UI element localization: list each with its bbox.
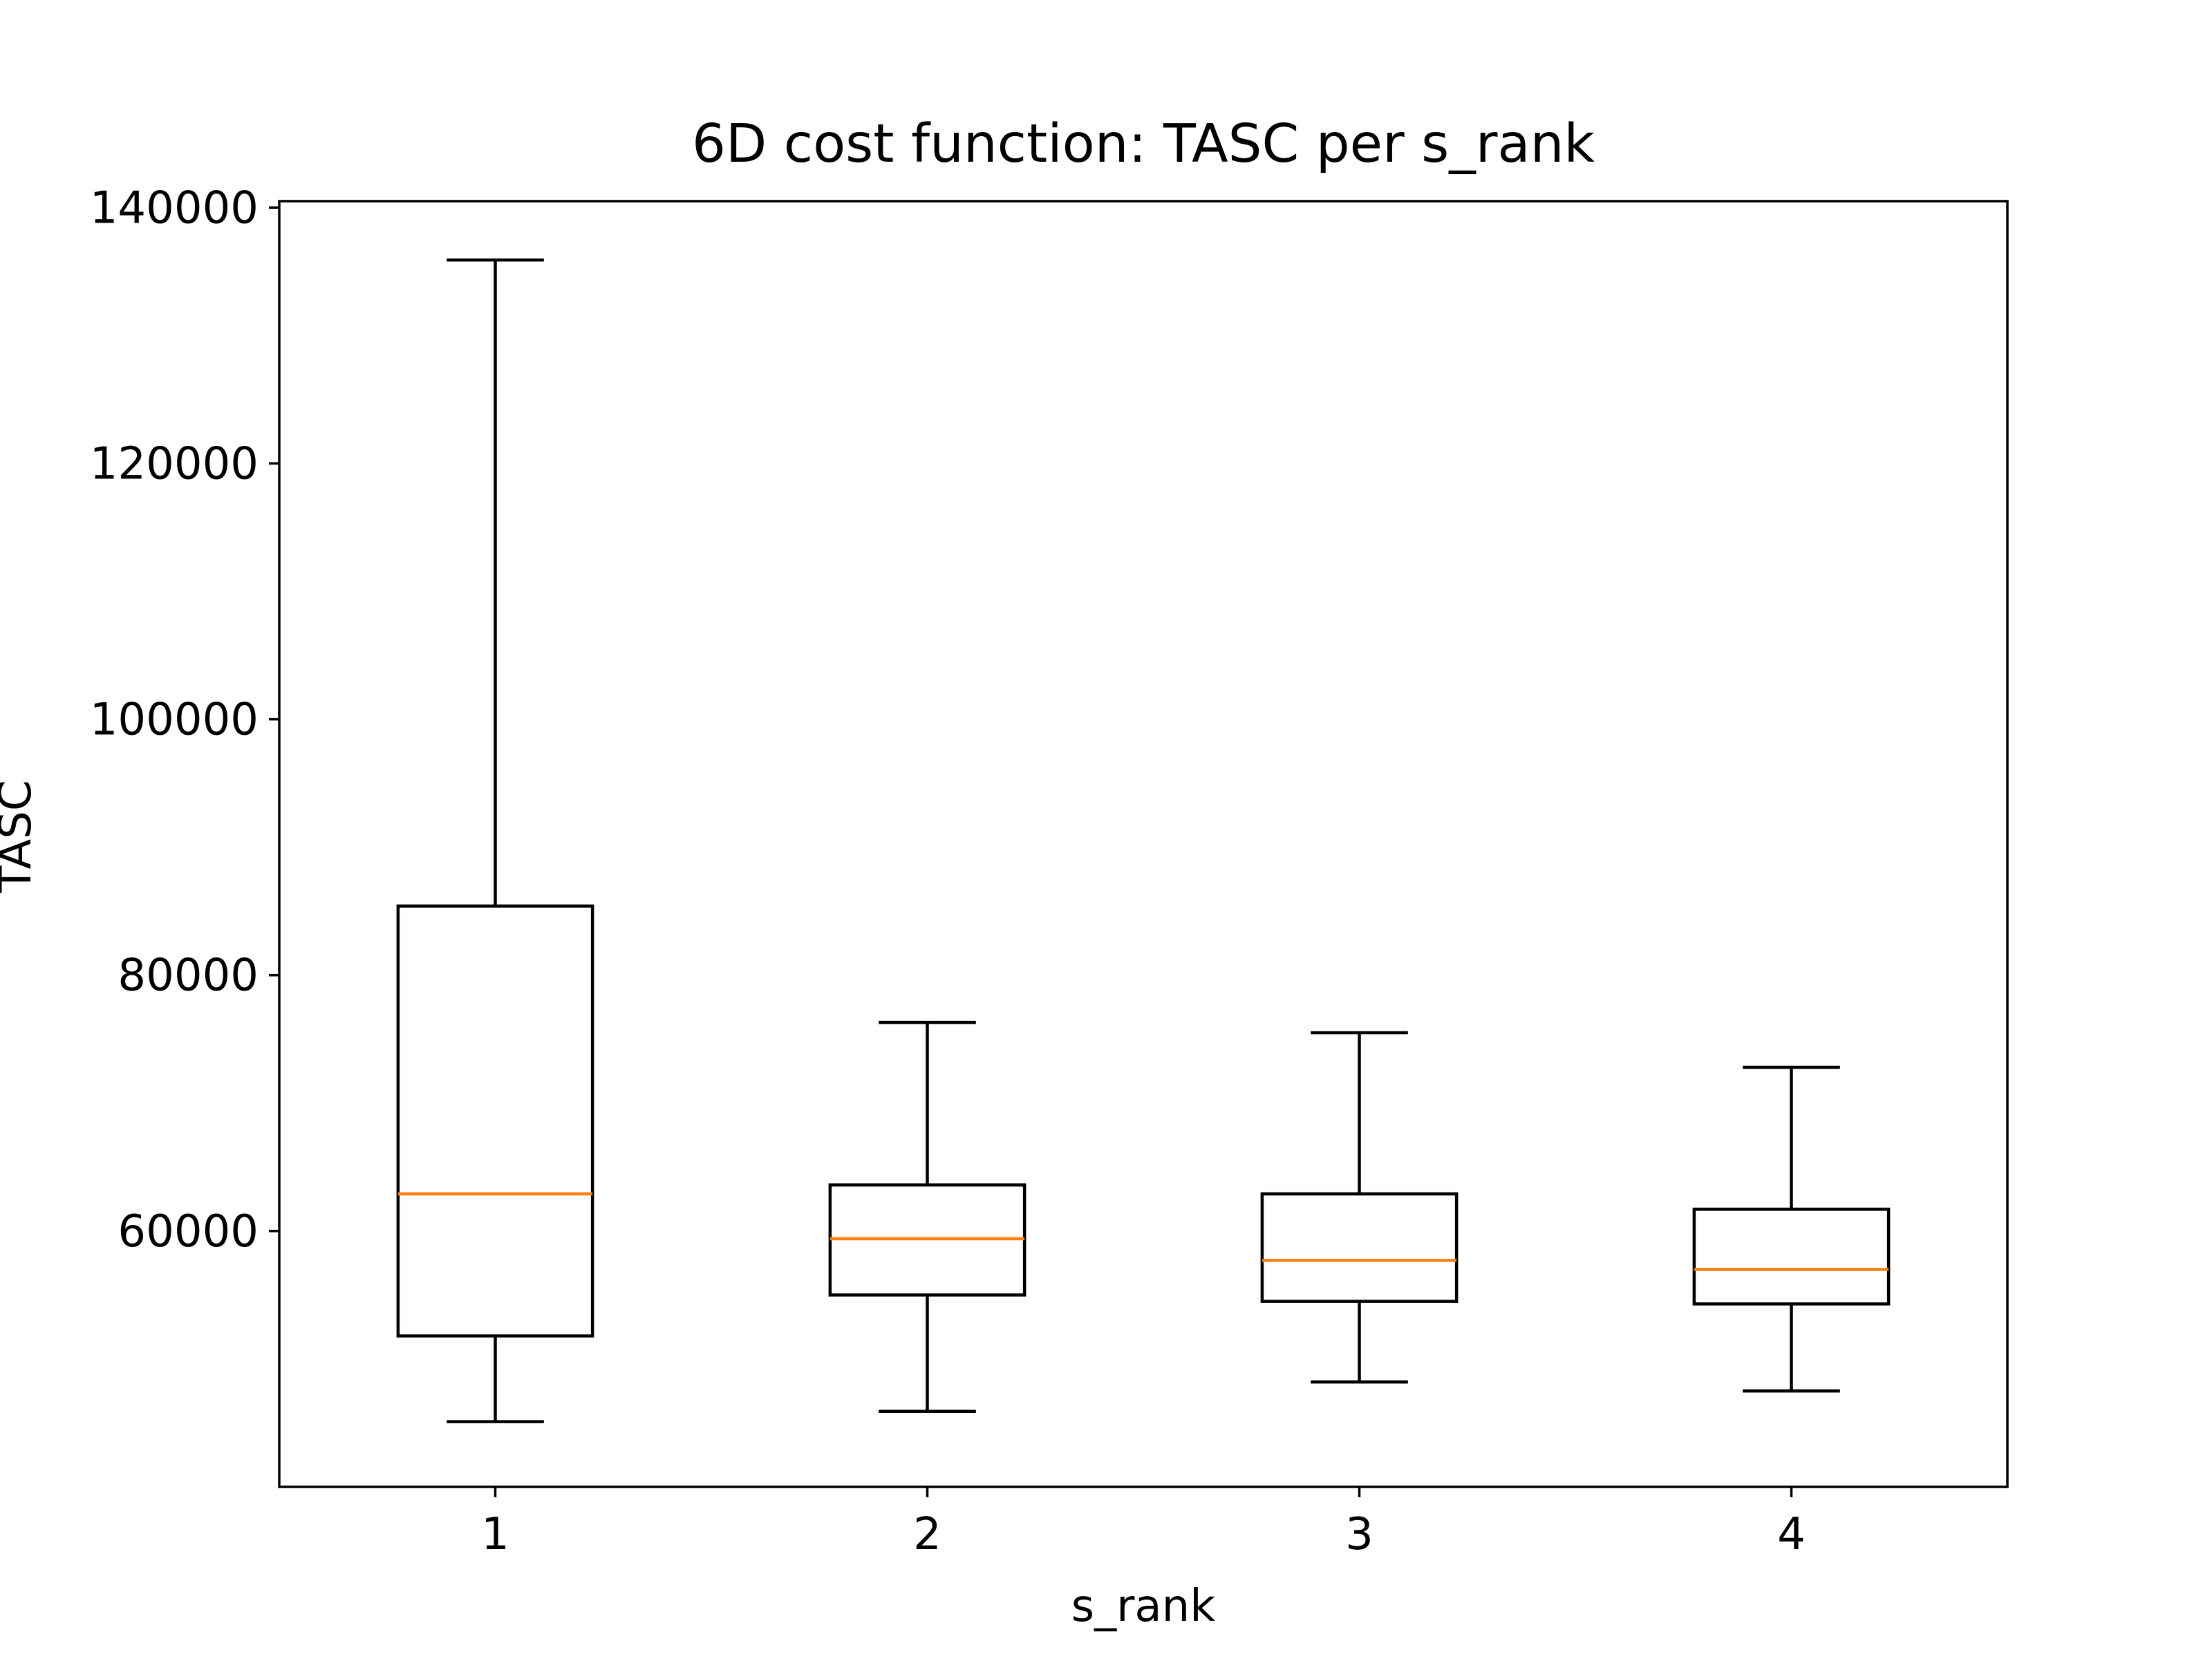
box-4 [1692, 1208, 1891, 1306]
y-axis-label: TASC [0, 780, 41, 893]
x-tick-label-4: 4 [1777, 1509, 1806, 1560]
y-tick-label-140000: 140000 [90, 182, 259, 234]
box-3 [1260, 1192, 1459, 1303]
box-1 [396, 904, 594, 1338]
y-tick-label-60000: 60000 [118, 1206, 259, 1257]
x-tick-label-2: 2 [913, 1509, 941, 1560]
x-tick-label-1: 1 [481, 1509, 509, 1560]
y-tick-label-100000: 100000 [90, 695, 259, 746]
chart-title: 6D cost function: TASC per s_rank [692, 113, 1595, 175]
y-tick-label-80000: 80000 [118, 950, 259, 1002]
x-axis-label: s_rank [1071, 1581, 1216, 1632]
plot-area: 60000 80000 100000 120000 140000 1 2 3 4 [90, 182, 2009, 1560]
y-tick-label-120000: 120000 [90, 438, 259, 489]
axes-frame [278, 200, 2009, 1488]
x-tick-label-3: 3 [1345, 1509, 1374, 1560]
